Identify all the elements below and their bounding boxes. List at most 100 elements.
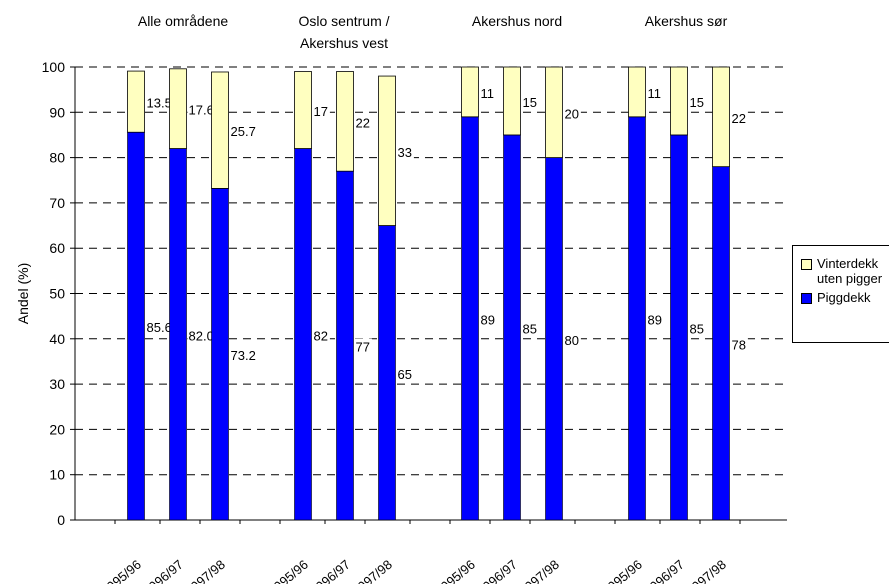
x-tick-label: 1996/97 [641,557,687,584]
x-tick-label: 1997/98 [182,557,228,584]
bar-piggdekk [670,134,688,521]
bar-vinterdekk [545,66,563,158]
x-tick-label: 1995/96 [599,557,645,584]
data-label-vinterdekk: 17 [314,104,328,119]
data-label-piggdekk: 85 [523,321,537,336]
bar-piggdekk [294,148,312,521]
y-tick-label: 50 [49,286,65,302]
data-label-bg [646,84,664,101]
data-label-piggdekk: 73.2 [231,348,256,363]
data-label-vinterdekk: 17.6 [189,103,214,118]
bar-piggdekk [169,148,187,521]
legend-item-vinterdekk: Vinterdekk uten pigger [801,256,882,286]
data-label-bg [646,311,664,328]
data-label-bg [563,331,581,348]
bar-vinterdekk [712,66,730,168]
data-label-vinterdekk: 15 [523,95,537,110]
x-tick-label: 1995/96 [432,557,478,584]
bar-vinterdekk [336,71,354,172]
data-label-bg [521,93,539,110]
data-label-bg [354,114,372,131]
legend-label-vinterdekk-line-1: Vinterdekk [817,256,879,271]
data-label-piggdekk: 82 [314,328,328,343]
bar-vinterdekk [461,66,479,118]
legend-label-piggdekk: Piggdekk [817,290,870,305]
group-title: Akershus sør [645,13,728,29]
bar-vinterdekk [294,71,312,149]
y-tick-label: 60 [49,240,65,256]
x-tick-label: 1997/98 [349,557,395,584]
x-tick-label: 1996/97 [140,557,186,584]
x-tick-label: 1995/96 [98,557,144,584]
x-tick-label: 1996/97 [307,557,353,584]
bar-vinterdekk [169,68,187,149]
data-label-bg [521,320,539,337]
bar-piggdekk [336,170,354,521]
data-label-bg [229,347,262,364]
legend-label-vinterdekk: Vinterdekk uten pigger [817,256,882,286]
data-label-bg [479,311,497,328]
bar-vinterdekk [628,66,646,118]
data-label-piggdekk: 77 [356,340,370,355]
data-label-bg [354,338,372,355]
data-label-vinterdekk: 11 [481,86,495,101]
data-label-vinterdekk: 20 [565,106,579,121]
data-label-piggdekk: 89 [648,312,662,327]
data-label-vinterdekk: 15 [690,95,704,110]
legend-label-piggdekk-line-1: Piggdekk [817,290,871,305]
legend: Vinterdekk uten pigger Piggdekk [792,245,889,343]
bar-vinterdekk [127,70,145,133]
group-title: Akershus nord [472,13,562,29]
y-tick-label: 10 [49,467,65,483]
data-label-piggdekk: 85 [690,321,704,336]
legend-item-piggdekk: Piggdekk [801,290,870,305]
legend-label-vinterdekk-line-2: uten pigger [817,271,883,286]
data-label-piggdekk: 78 [732,337,746,352]
data-label-bg [479,84,497,101]
data-label-piggdekk: 65 [398,367,412,382]
data-label-bg [396,365,414,382]
data-label-bg [312,103,330,120]
data-label-bg [688,320,706,337]
data-label-piggdekk: 80 [565,333,579,348]
group-title: Alle områdene [138,13,228,29]
x-tick-label: 1996/97 [474,557,520,584]
data-label-vinterdekk: 33 [398,145,412,160]
data-label-vinterdekk: 25.7 [231,124,256,139]
bar-piggdekk [628,116,646,521]
bar-piggdekk [461,116,479,521]
data-label-vinterdekk: 22 [732,111,746,126]
legend-swatch-piggdekk [801,293,812,304]
x-tick-label: 1997/98 [683,557,729,584]
data-label-bg [563,105,581,122]
bar-piggdekk [378,225,396,521]
x-tick-label: 1997/98 [516,557,562,584]
data-label-piggdekk: 89 [481,312,495,327]
y-tick-label: 20 [49,421,65,437]
data-label-piggdekk: 82.0 [189,328,214,343]
group-title: Oslo sentrum / [298,13,389,29]
bar-piggdekk [545,157,563,521]
bar-vinterdekk [670,66,688,136]
y-tick-label: 30 [49,376,65,392]
data-label-vinterdekk: 22 [356,115,370,130]
y-tick-label: 90 [49,104,65,120]
data-label-bg [312,327,330,344]
bar-vinterdekk [378,75,396,226]
bar-vinterdekk [503,66,521,136]
data-label-piggdekk: 85.6 [147,320,172,335]
bar-piggdekk [712,166,730,521]
data-label-vinterdekk: 13.5 [147,96,172,111]
y-tick-label: 40 [49,331,65,347]
data-label-bg [688,93,706,110]
bar-piggdekk [127,131,145,521]
data-label-bg [396,143,414,160]
group-title: Akershus vest [300,35,388,51]
bar-piggdekk [503,134,521,521]
y-axis-title: Andel (%) [15,263,31,324]
data-label-vinterdekk: 11 [648,86,662,101]
y-tick-label: 100 [42,59,66,75]
legend-swatch-vinterdekk [801,259,812,270]
bar-vinterdekk [211,71,229,189]
data-label-bg [730,336,748,353]
